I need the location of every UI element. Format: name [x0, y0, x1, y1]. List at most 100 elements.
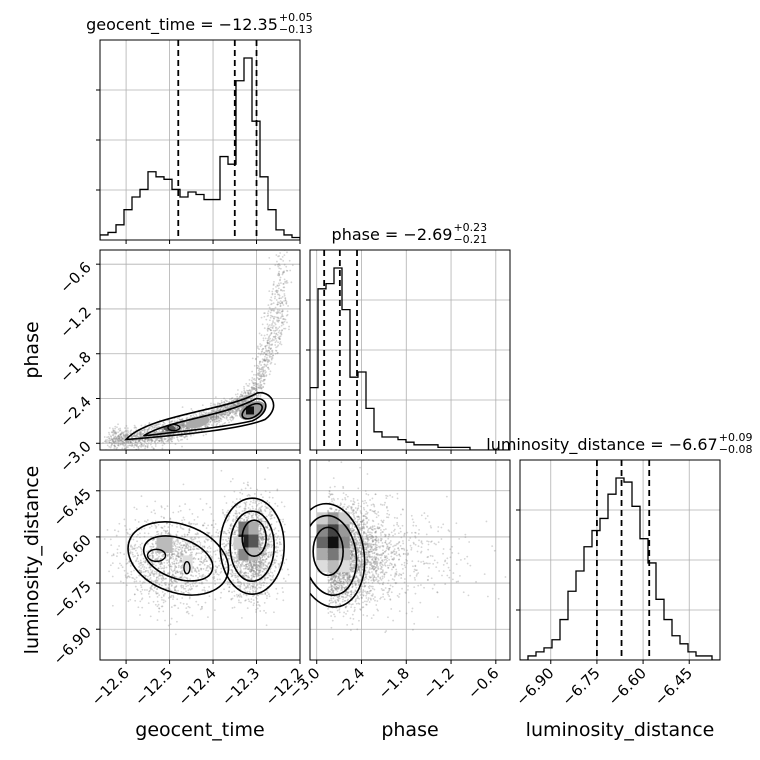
sample-point [251, 357, 254, 360]
sample-point [276, 310, 279, 313]
sample-point [267, 312, 269, 315]
sample-point [243, 565, 245, 567]
sample-point [214, 418, 217, 421]
sample-point [161, 430, 164, 433]
sample-point [266, 358, 269, 361]
sample-point [120, 438, 123, 441]
sample-point [181, 422, 184, 425]
sample-point [162, 430, 164, 433]
sample-point [189, 546, 192, 549]
sample-point [181, 540, 184, 543]
sample-point [173, 560, 176, 563]
sample-point [125, 435, 128, 437]
sample-point [277, 320, 280, 323]
sample-point [223, 422, 226, 425]
sample-point [111, 431, 114, 434]
sample-point [276, 489, 279, 492]
sample-point [235, 410, 238, 412]
sample-point [258, 544, 261, 547]
sample-point [134, 439, 137, 442]
sample-point [126, 576, 128, 579]
sample-point [177, 427, 179, 430]
sample-point [273, 559, 276, 562]
sample-point [260, 351, 263, 353]
sample-point [173, 569, 176, 571]
sample-point [268, 593, 270, 595]
sample-point [167, 526, 170, 529]
sample-point [266, 467, 269, 469]
sample-point [198, 540, 201, 543]
sample-point [214, 565, 217, 568]
sample-point [241, 560, 244, 563]
sample-point [259, 386, 262, 389]
title-main-phase: phase = −2.69 [332, 225, 453, 244]
sample-point [235, 509, 237, 512]
sample-point [282, 318, 285, 321]
sample-point [242, 400, 244, 403]
sample-point [234, 403, 237, 406]
sample-point [268, 328, 271, 331]
sample-point [264, 549, 267, 552]
sample-point [110, 442, 113, 444]
sample-point [158, 440, 161, 442]
sample-point [266, 543, 269, 546]
sample-point [276, 333, 279, 336]
sample-point [155, 439, 157, 442]
sample-point [131, 435, 134, 438]
sample-point [140, 430, 142, 433]
sample-point [256, 377, 259, 379]
sample-point [160, 438, 163, 441]
sample-point [258, 514, 260, 517]
sample-point [202, 410, 205, 413]
sample-point [281, 272, 284, 275]
sample-point [274, 551, 277, 554]
sample-point [147, 428, 150, 431]
sample-point [180, 572, 182, 575]
sample-point [217, 416, 220, 419]
sample-point [133, 426, 136, 429]
sample-point [148, 422, 151, 425]
sample-point [228, 514, 230, 517]
sample-point [267, 314, 270, 317]
sample-point [231, 551, 234, 554]
sample-point [259, 385, 261, 388]
sample-point [270, 326, 272, 329]
sample-point [234, 574, 237, 577]
sample-point [254, 389, 257, 392]
sample-point [199, 544, 202, 546]
sample-point [197, 576, 199, 579]
sample-point [218, 413, 221, 415]
sample-point [238, 409, 241, 411]
sample-point [133, 434, 136, 436]
sample-point [239, 519, 242, 522]
sample-point [176, 550, 179, 553]
sample-point [236, 393, 239, 395]
sample-point [263, 327, 266, 330]
sample-point [176, 417, 179, 420]
sample-point [188, 529, 191, 532]
sample-point [253, 493, 256, 495]
sample-point [189, 552, 192, 554]
sample-point [162, 429, 165, 432]
sample-point [260, 501, 263, 504]
sample-point [130, 435, 133, 438]
sample-point [123, 447, 126, 450]
sample-point [120, 432, 123, 435]
sample-point [227, 581, 230, 584]
sample-point [138, 440, 140, 442]
sample-point [268, 595, 271, 598]
sample-point [178, 418, 181, 421]
sample-point [197, 548, 200, 551]
sample-point [143, 532, 146, 535]
sample-point [269, 347, 272, 350]
sample-point [225, 532, 228, 535]
sample-point [232, 403, 235, 405]
sample-point [136, 526, 138, 529]
sample-point [116, 555, 118, 558]
sample-point [208, 411, 211, 414]
sample-point [225, 416, 228, 418]
sample-point [147, 430, 149, 433]
sample-point [275, 559, 278, 562]
sample-point [284, 327, 287, 330]
sample-point [180, 557, 182, 560]
